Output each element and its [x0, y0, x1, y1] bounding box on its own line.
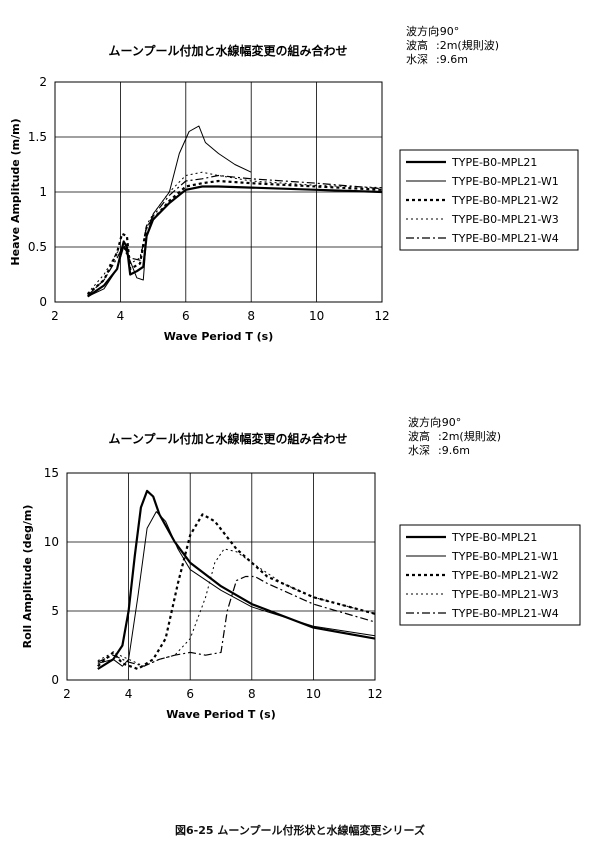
- series-line-3: [97, 513, 375, 671]
- chart-1: ムーンプール付加と水線幅変更の組み合わせ 波方向:90° 波高 :2m(規則波) 水深:…: [9, 24, 579, 343]
- legend-label: TYPE-B0-MPL21-W2: [451, 569, 559, 582]
- legend-label: TYPE-B0-MPL21-W1: [451, 175, 559, 188]
- series-line-3: [86, 179, 382, 296]
- legend-label: TYPE-B0-MPL21-W2: [451, 194, 559, 207]
- legend-label: TYPE-B0-MPL21-W4: [451, 607, 559, 620]
- x-tick-label: 2: [51, 309, 59, 323]
- x-tick-label: 12: [374, 309, 389, 323]
- condition-value: :9.6m: [436, 53, 468, 66]
- x-tick-label: 10: [306, 687, 321, 701]
- chart-title: ムーンプール付加と水線幅変更の組み合わせ: [108, 431, 347, 446]
- x-tick-label: 10: [309, 309, 324, 323]
- series-line-2: [87, 125, 252, 297]
- series-line-5: [97, 575, 375, 667]
- x-tick-label: 2: [63, 687, 71, 701]
- y-tick-label: 10: [44, 535, 59, 549]
- x-tick-label: 6: [182, 309, 190, 323]
- y-tick-label: 0: [51, 673, 59, 687]
- condition-value: :9.6m: [438, 444, 470, 457]
- x-axis-label: Wave Period T (s): [166, 708, 276, 721]
- condition-label: 波高: [408, 429, 430, 443]
- figure-caption: 図6-25 ムーンプール付形状と水線幅変更シリーズ: [175, 824, 425, 837]
- condition-label: 水深: [408, 444, 430, 457]
- y-tick-label: 0.5: [28, 240, 47, 254]
- condition-value: :90°: [438, 416, 461, 429]
- condition-label: 波方向: [408, 415, 441, 429]
- legend-box: [399, 149, 579, 251]
- chart-title: ムーンプール付加と水線幅変更の組み合わせ: [108, 43, 347, 58]
- x-tick-label: 8: [248, 687, 256, 701]
- y-tick-label: 1: [39, 185, 47, 199]
- legend-label: TYPE-B0-MPL21: [451, 156, 537, 169]
- chart-2: ムーンプール付加と水線幅変更の組み合わせ 波方向:90° 波高 :2m(規則波) 水深:…: [21, 415, 581, 721]
- legend-label: TYPE-B0-MPL21: [451, 531, 537, 544]
- series-line-1: [97, 489, 375, 670]
- condition-value: :90°: [436, 25, 459, 38]
- y-tick-label: 1.5: [28, 130, 47, 144]
- condition-value: :2m(規則波): [436, 38, 499, 52]
- x-tick-label: 8: [247, 309, 255, 323]
- legend-label: TYPE-B0-MPL21-W4: [451, 232, 559, 245]
- legend: TYPE-B0-MPL21 TYPE-B0-MPL21-W1 TYPE-B0-MPL…: [399, 149, 579, 251]
- legend-label: TYPE-B0-MPL21-W1: [451, 550, 559, 563]
- y-tick-label: 5: [51, 604, 59, 618]
- series-line-2: [97, 511, 375, 667]
- legend: TYPE-B0-MPL21 TYPE-B0-MPL21-W1 TYPE-B0-MPL…: [399, 524, 581, 626]
- condition-label: 波高: [406, 38, 428, 52]
- condition-label: 水深: [406, 53, 428, 66]
- y-axis-label: Roll Amplitude (deg/m): [21, 505, 34, 649]
- x-tick-label: 4: [117, 309, 125, 323]
- x-tick-label: 4: [125, 687, 133, 701]
- x-tick-label: 6: [186, 687, 194, 701]
- condition-value: :2m(規則波): [438, 429, 501, 443]
- y-tick-label: 0: [39, 295, 47, 309]
- y-tick-label: 15: [44, 466, 59, 480]
- y-axis-label: Heave Amplitude (m/m): [9, 118, 22, 265]
- series-line-5: [87, 174, 382, 296]
- plot-area: [66, 472, 376, 681]
- legend-label: TYPE-B0-MPL21-W3: [451, 588, 559, 601]
- x-axis-label: Wave Period T (s): [164, 330, 274, 343]
- series-line-4: [87, 171, 382, 294]
- x-tick-label: 12: [367, 687, 382, 701]
- condition-label: 波方向: [406, 24, 439, 38]
- legend-label: TYPE-B0-MPL21-W3: [451, 213, 559, 226]
- series-line-4: [97, 548, 375, 667]
- y-tick-label: 2: [39, 75, 47, 89]
